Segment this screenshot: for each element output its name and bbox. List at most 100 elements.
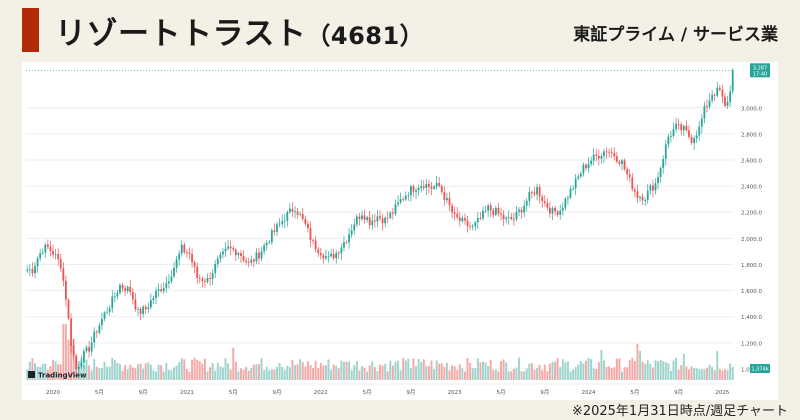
volume-bar — [510, 371, 513, 380]
candle-body — [167, 281, 170, 284]
candle-body — [443, 192, 446, 201]
volume-bar — [484, 362, 487, 380]
volume-bar — [613, 367, 616, 380]
volume-bar — [188, 371, 191, 380]
volume-bar — [355, 361, 358, 380]
candle-body — [404, 195, 407, 200]
candle-body — [31, 269, 34, 274]
candle-body — [322, 255, 325, 259]
volume-bar — [98, 368, 101, 380]
volume-bar — [626, 367, 629, 380]
volume-bar — [118, 364, 121, 380]
candle-body — [291, 208, 294, 212]
candle-body — [464, 218, 466, 221]
volume-bar — [536, 368, 539, 380]
volume-bar — [407, 358, 410, 380]
volume-bar — [142, 368, 145, 380]
volume-bar — [304, 366, 307, 380]
volume-bar — [232, 347, 235, 380]
volume-bar — [507, 371, 510, 380]
last-time-label: 17:40 — [753, 71, 767, 77]
candle-body — [314, 240, 317, 250]
volume-bar — [201, 363, 204, 380]
candle-body — [561, 207, 564, 211]
volume-bar — [551, 361, 554, 380]
volume-bar — [296, 364, 299, 380]
volume-bar — [430, 360, 433, 380]
candle-body — [98, 325, 101, 333]
volume-bar — [309, 365, 312, 380]
volume-bar — [211, 362, 214, 380]
candle-body — [657, 177, 659, 184]
volume-bar — [466, 357, 469, 380]
volume-bar — [250, 368, 253, 380]
candle-body — [149, 300, 152, 308]
candle-body — [155, 290, 157, 299]
volume-bar — [494, 369, 497, 380]
candle-body — [600, 156, 603, 159]
candlestick-chart: 1,000.01,200.01,400.01,600.01,800.02,000… — [26, 63, 770, 396]
candle-body — [592, 154, 595, 161]
candle-body — [386, 217, 389, 219]
volume-bar — [95, 366, 98, 380]
volume-bar — [170, 370, 173, 380]
candle-body — [461, 218, 464, 222]
volume-bar — [546, 371, 549, 380]
candle-body — [433, 186, 435, 189]
candle-body — [649, 185, 652, 191]
volume-bar — [394, 361, 397, 380]
volume-bar — [523, 371, 526, 380]
volume-bar — [615, 358, 618, 380]
volume-bar — [584, 360, 587, 380]
volume-bar — [685, 366, 688, 380]
candle-body — [204, 280, 206, 282]
candle-body — [198, 277, 201, 279]
volume-bar — [690, 366, 693, 380]
volume-bar — [319, 362, 322, 380]
volume-bar — [227, 363, 230, 380]
candle-body — [116, 293, 119, 297]
volume-bar — [422, 359, 425, 380]
candle-body — [510, 217, 513, 220]
candle-body — [193, 262, 196, 267]
candle-body — [44, 244, 47, 253]
volume-bar — [281, 367, 284, 380]
candle-body — [554, 208, 556, 212]
volume-bar — [587, 358, 590, 380]
volume-bar — [209, 367, 212, 380]
candle-body — [247, 262, 250, 263]
candle-body — [345, 242, 348, 243]
volume-bar — [82, 365, 85, 380]
volume-bar — [644, 363, 647, 380]
y-tick-label: 1,600.0 — [741, 289, 762, 295]
candle-body — [276, 224, 278, 232]
volume-bar — [621, 371, 623, 380]
volume-label: 1,374k — [751, 367, 768, 373]
candle-body — [579, 173, 582, 177]
volume-bar — [239, 368, 242, 380]
volume-bar — [505, 362, 508, 380]
candle-body — [258, 252, 260, 259]
candle-body — [569, 188, 572, 198]
candle-body — [597, 155, 600, 159]
candle-body — [603, 151, 605, 157]
market-segment: 東証プライム / サービス業 — [573, 25, 778, 45]
volume-bar — [72, 338, 75, 380]
volume-bar — [31, 358, 34, 380]
volume-bar — [433, 369, 436, 380]
chart-panel: 1,000.01,200.01,400.01,600.01,800.02,000… — [22, 62, 778, 400]
candle-body — [724, 96, 726, 106]
volume-bar — [214, 370, 217, 380]
candle-body — [610, 152, 613, 154]
volume-bar — [525, 368, 528, 380]
x-tick-label: 9月 — [273, 389, 282, 396]
candle-body — [706, 106, 708, 107]
volume-bar — [463, 371, 466, 380]
candle-body — [296, 211, 299, 215]
candle-body — [113, 296, 116, 298]
candle-body — [549, 207, 551, 214]
candle-body — [726, 101, 729, 106]
candle-body — [502, 214, 505, 220]
volume-bar — [579, 360, 582, 380]
candle-body — [214, 264, 217, 274]
